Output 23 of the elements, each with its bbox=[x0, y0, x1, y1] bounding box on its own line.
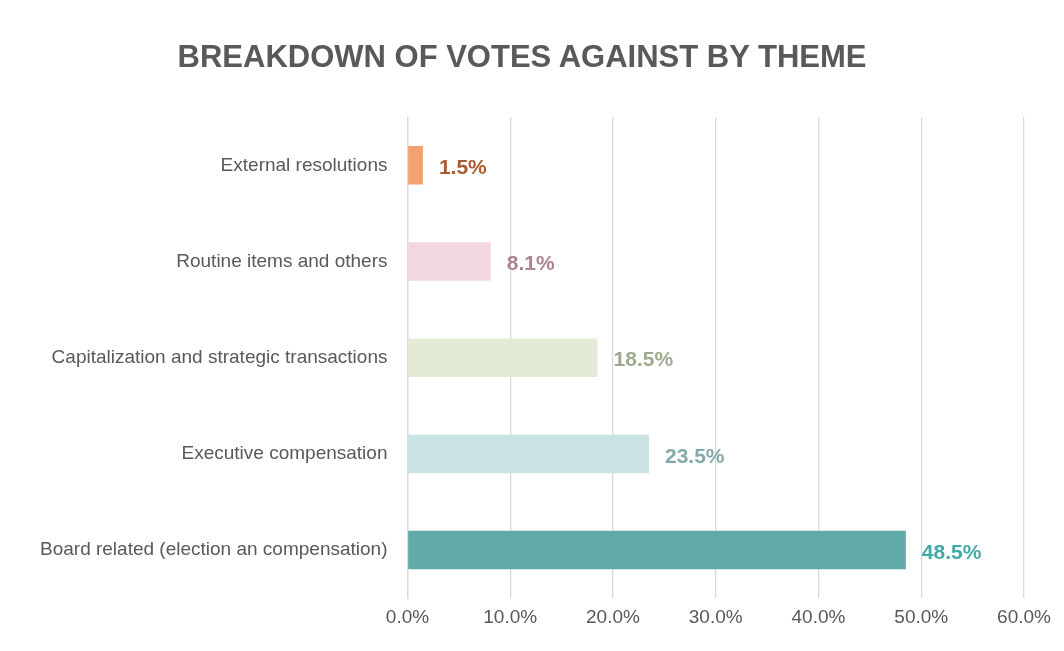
data-label: 8.1% bbox=[506, 251, 555, 275]
x-tick-label: 60.0% bbox=[997, 605, 1052, 627]
y-tick-label: Executive compensation bbox=[181, 442, 388, 464]
data-label: 1.5% bbox=[438, 155, 488, 179]
x-tick-label: 30.0% bbox=[688, 605, 743, 627]
x-tick-label: 0.0% bbox=[385, 605, 430, 627]
y-tick-label: Capitalization and strategic transactions bbox=[51, 345, 388, 367]
bar bbox=[408, 242, 491, 281]
chart-title: BREAKDOWN OF VOTES AGAINST BY THEME bbox=[177, 39, 867, 75]
x-tick-label: 10.0% bbox=[483, 605, 538, 627]
y-tick-label: Board related (election an compensation) bbox=[40, 538, 388, 560]
x-tick-label: 40.0% bbox=[791, 605, 846, 627]
x-tick-label: 50.0% bbox=[894, 605, 949, 627]
data-label: 23.5% bbox=[664, 443, 725, 467]
data-label: 18.5% bbox=[613, 347, 674, 371]
y-tick-label: External resolutions bbox=[220, 153, 388, 175]
y-tick-label: Routine items and others bbox=[176, 249, 388, 271]
x-tick-label: 20.0% bbox=[586, 605, 641, 627]
bar bbox=[408, 146, 423, 185]
data-label: 48.5% bbox=[921, 539, 982, 563]
bar bbox=[408, 338, 598, 377]
bar bbox=[408, 434, 649, 474]
bar bbox=[408, 530, 906, 570]
